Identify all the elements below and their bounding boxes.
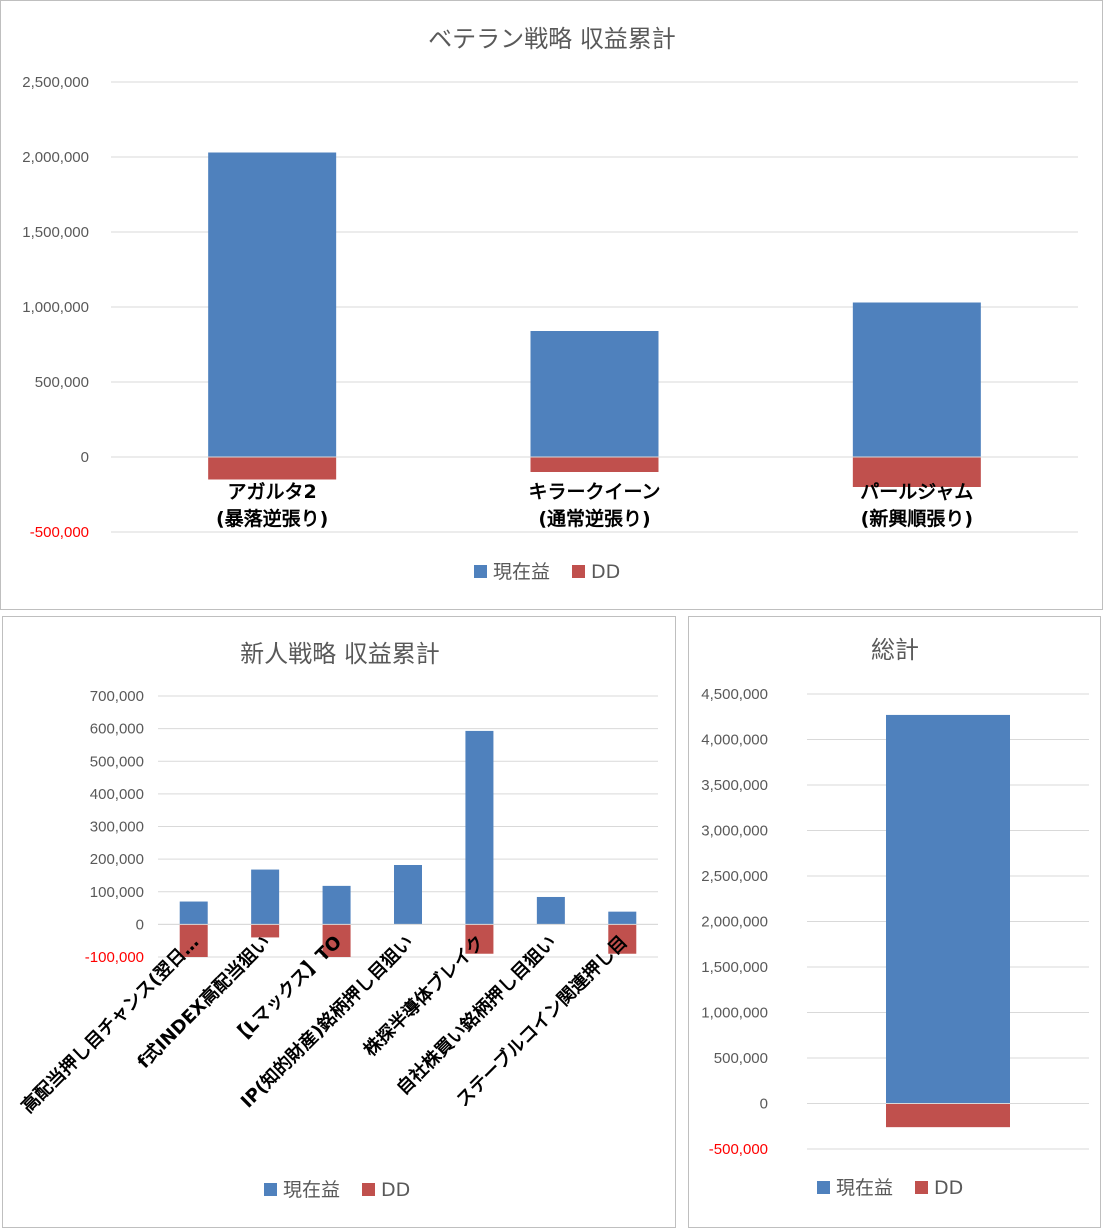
- legend-label: 現在益: [283, 1179, 340, 1201]
- veteran-chart-panel: ベテラン戦略 収益累計 -500,000 0 500,000 1,000,000 1,50…: [0, 0, 1103, 610]
- category-label: 株探半導体ブレイク: [359, 931, 489, 1061]
- legend-label: DD: [934, 1177, 963, 1199]
- legend-label: DD: [591, 561, 620, 583]
- y-tick-label: 1,500,000: [701, 959, 768, 976]
- bar-profit: [322, 885, 351, 925]
- y-tick-label: 1,000,000: [701, 1005, 768, 1022]
- y-tick-label: 0: [760, 1096, 768, 1113]
- y-tick-label: 1,500,000: [22, 224, 89, 241]
- bar-dd: [179, 924, 208, 957]
- y-tick-label: 0: [136, 916, 144, 933]
- bar-profit: [394, 864, 422, 925]
- y-tick-label: 4,500,000: [701, 686, 768, 703]
- bar-dd: [251, 924, 280, 938]
- newcomer-chart: 新人戦略 収益累計 -100,000 0 100,000 200,000 300,000 4…: [17, 640, 658, 1201]
- y-tick-label: 100,000: [90, 884, 144, 901]
- y-tick-label: 2,000,000: [22, 149, 89, 166]
- legend-label: 現在益: [493, 561, 550, 583]
- legend-swatch: [817, 1181, 830, 1194]
- chart-title: 総計: [871, 636, 919, 664]
- bar-dd: [322, 924, 351, 957]
- newcomer-chart-panel: 新人戦略 収益累計 -100,000 0 100,000 200,000 300,000 4…: [2, 616, 676, 1228]
- veteran-chart: ベテラン戦略 収益累計 -500,000 0 500,000 1,000,000 1,50…: [22, 25, 1078, 583]
- y-tick-label: 2,000,000: [701, 914, 768, 931]
- chart-title: 新人戦略 収益累計: [240, 640, 440, 668]
- y-tick-label: -100,000: [85, 949, 144, 966]
- y-tick-label: 200,000: [90, 851, 144, 868]
- y-tick-label: 600,000: [90, 721, 144, 738]
- y-tick-label: 3,000,000: [701, 823, 768, 840]
- y-tick-label: 500,000: [714, 1050, 768, 1067]
- bar-dd: [886, 1103, 1010, 1128]
- y-tick-label: 0: [81, 449, 89, 466]
- legend-swatch: [572, 565, 585, 578]
- y-tick-label: 500,000: [90, 753, 144, 770]
- y-tick-label: 300,000: [90, 819, 144, 836]
- category-label: キラークイーン(通常逆張り): [528, 481, 660, 530]
- y-tick-label: -500,000: [709, 1141, 768, 1158]
- bar-dd: [608, 924, 637, 954]
- y-tick-label: -500,000: [30, 524, 89, 541]
- y-tick-label: 500,000: [35, 374, 89, 391]
- legend-swatch: [264, 1183, 277, 1196]
- category-label: アガルタ2 (暴落逆張り): [216, 481, 328, 530]
- y-tick-label: 1,000,000: [22, 299, 89, 316]
- bar-profit: [208, 152, 337, 457]
- legend-label: 現在益: [836, 1177, 893, 1199]
- y-tick-label: 4,000,000: [701, 732, 768, 749]
- category-label: パールジャム(新興順張り): [860, 481, 973, 530]
- total-chart: 総計 -500,000 0 500,000 1,000,000 1,500,000 2,00…: [701, 636, 1089, 1199]
- bar-profit: [886, 714, 1010, 1104]
- bar-profit: [608, 911, 637, 925]
- bar-profit: [251, 869, 280, 925]
- legend-swatch: [474, 565, 487, 578]
- bar-dd: [208, 457, 337, 480]
- y-tick-label: 700,000: [90, 688, 144, 705]
- bar-profit: [465, 730, 494, 925]
- y-tick-label: 2,500,000: [22, 74, 89, 91]
- bar-profit: [852, 302, 981, 457]
- bar-dd: [465, 924, 494, 954]
- bar-profit: [536, 896, 565, 925]
- legend-swatch: [362, 1183, 375, 1196]
- y-tick-label: 2,500,000: [701, 868, 768, 885]
- legend-label: DD: [381, 1179, 410, 1201]
- bar-profit: [530, 331, 659, 457]
- chart-title: ベテラン戦略 収益累計: [428, 25, 676, 53]
- bar-dd: [852, 457, 981, 487]
- bar-dd: [530, 457, 659, 472]
- y-tick-label: 400,000: [90, 786, 144, 803]
- total-chart-panel: 総計 -500,000 0 500,000 1,000,000 1,500,000 2,00…: [688, 616, 1101, 1228]
- bar-profit: [179, 901, 208, 925]
- y-tick-label: 3,500,000: [701, 777, 768, 794]
- legend-swatch: [915, 1181, 928, 1194]
